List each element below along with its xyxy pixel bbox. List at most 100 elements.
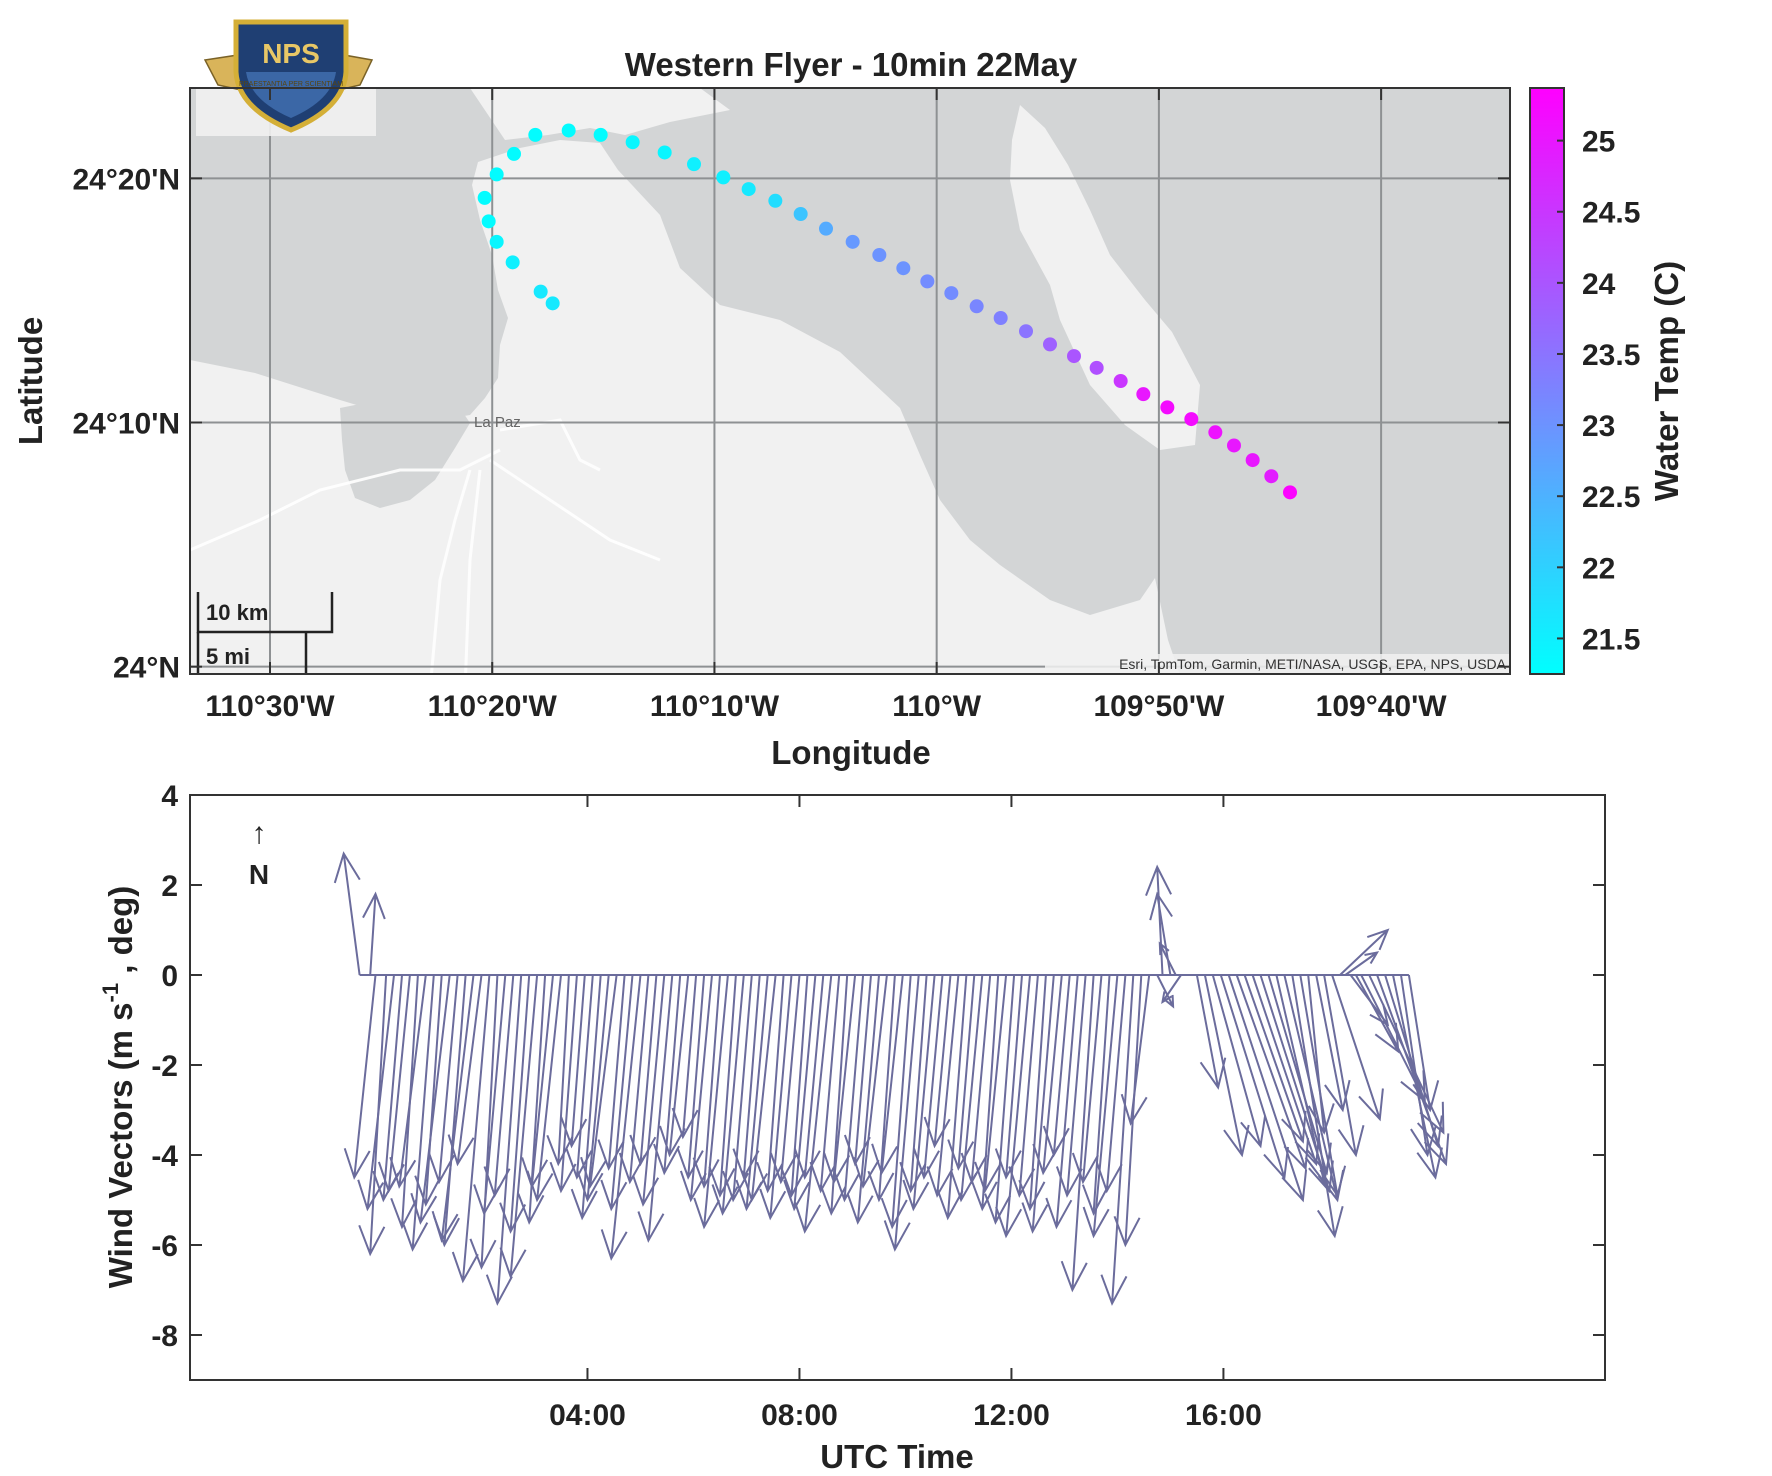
wind-vector <box>708 974 737 1198</box>
colorbar-tick-label: 23 <box>1582 410 1615 443</box>
scale-km: 10 km <box>206 600 268 625</box>
map-attribution: Esri, TomTom, Garmin, METI/NASA, USGS, E… <box>1119 656 1507 672</box>
wind-y-tick-label: 0 <box>161 960 178 993</box>
wind-vector <box>1227 974 1308 1203</box>
track-point <box>819 221 833 236</box>
wind-vector <box>883 974 920 1252</box>
wind-vector <box>1120 974 1151 1126</box>
track-point <box>872 248 887 263</box>
wind-vector <box>410 974 451 1225</box>
track-point <box>507 146 521 161</box>
wind-vector <box>1203 974 1250 1158</box>
wind-vector <box>970 974 1000 1212</box>
wind-vector <box>1021 974 1055 1234</box>
map-y-label: Latitude <box>12 317 49 445</box>
track-point <box>1264 469 1279 484</box>
nps-logo: NPS PRAESTANTIA PER SCIENTIAM <box>196 19 376 136</box>
basemap <box>190 88 1510 674</box>
track-point <box>944 286 959 301</box>
track-point <box>533 284 548 299</box>
wind-vector <box>1161 974 1182 1005</box>
wind-y-label-suffix: , deg) <box>102 886 139 983</box>
colorbar-tick-label: 23.5 <box>1582 339 1640 372</box>
ship-track <box>477 123 1297 500</box>
wind-vector <box>852 974 888 1189</box>
wind-y-label-exponent: -1 <box>98 983 123 1003</box>
island <box>1010 105 1200 450</box>
wind-vector <box>447 974 483 1167</box>
track-point <box>545 296 560 311</box>
track-point <box>477 190 492 205</box>
wind-vector <box>580 974 618 1189</box>
wind-vector <box>414 974 443 1207</box>
wind-vector <box>1407 974 1440 1113</box>
wind-vector <box>546 974 574 1167</box>
wind-vector <box>823 974 857 1185</box>
north-arrow-icon: ↑ <box>252 817 267 850</box>
wind-vector <box>1307 974 1335 1135</box>
wind-vector <box>947 974 976 1171</box>
wind-vector <box>1195 974 1227 1090</box>
map-axes-box <box>189 87 1511 675</box>
wind-vector <box>741 974 777 1203</box>
map-x-tick-label: 110°30'W <box>205 690 335 723</box>
wind-axes-box <box>189 794 1606 1381</box>
map-y-tick-label: 24°10'N <box>72 408 180 441</box>
wind-vector <box>499 974 531 1234</box>
wind-vector <box>676 974 706 1180</box>
wind-vector <box>1392 974 1443 1180</box>
track-point <box>1245 453 1260 468</box>
track-point <box>561 123 576 138</box>
wind-vector <box>793 974 825 1180</box>
wind-vector <box>499 974 539 1279</box>
wind-vector <box>1060 974 1095 1293</box>
wind-y-tick-label: -6 <box>151 1230 178 1263</box>
wind-vectors <box>333 851 1450 1306</box>
lagoon <box>340 402 470 508</box>
wind-x-ticks: 04:00 08:00 12:00 16:00 <box>549 795 1262 1432</box>
wind-vector <box>1045 974 1079 1230</box>
wind-vector <box>1081 974 1111 1216</box>
colorbar-tick-label: 24.5 <box>1582 197 1640 230</box>
upper-peninsula <box>470 88 730 140</box>
track-point <box>481 214 496 229</box>
wind-vector <box>1243 974 1307 1144</box>
wind-vector <box>769 974 801 1185</box>
colorbar-tick-label: 21.5 <box>1582 623 1640 656</box>
map-title: Western Flyer - 10min 22May <box>625 46 1078 83</box>
track-point <box>528 127 543 142</box>
track-point <box>1019 324 1033 339</box>
wind-vector <box>357 974 395 1212</box>
wind-vector <box>926 974 960 1198</box>
wind-vector <box>867 974 896 1203</box>
track-point <box>1067 349 1081 364</box>
track-point <box>489 167 504 182</box>
map-x-tick-label: 109°50'W <box>1093 690 1225 723</box>
track-point <box>1113 374 1128 388</box>
wind-vector <box>1211 974 1267 1149</box>
track-point <box>593 127 608 142</box>
track-point <box>505 255 520 270</box>
colorbar-tick-label: 25 <box>1582 126 1615 159</box>
wind-vector <box>936 974 968 1221</box>
wind-vector <box>1055 974 1087 1198</box>
wind-vector <box>902 974 936 1212</box>
track-point <box>993 311 1008 326</box>
map-x-label: Longitude <box>771 734 930 771</box>
wind-vector <box>1400 974 1437 1158</box>
north-label: N <box>249 859 269 890</box>
wind-x-tick-label: 04:00 <box>549 1399 626 1432</box>
track-point <box>657 145 672 160</box>
wind-vector <box>780 974 809 1198</box>
wind-vector <box>343 974 377 1180</box>
wind-vector <box>871 974 904 1176</box>
wind-y-tick-label: -4 <box>151 1140 178 1173</box>
logo-shield-lower <box>246 72 336 118</box>
wind-x-tick-label: 12:00 <box>973 1399 1050 1432</box>
wind-axes-bg <box>190 795 1605 1380</box>
track-point <box>845 234 860 249</box>
track-point <box>920 274 935 289</box>
wind-vector <box>1156 974 1175 1009</box>
wind-vector <box>722 974 753 1203</box>
track-point <box>1283 485 1297 500</box>
